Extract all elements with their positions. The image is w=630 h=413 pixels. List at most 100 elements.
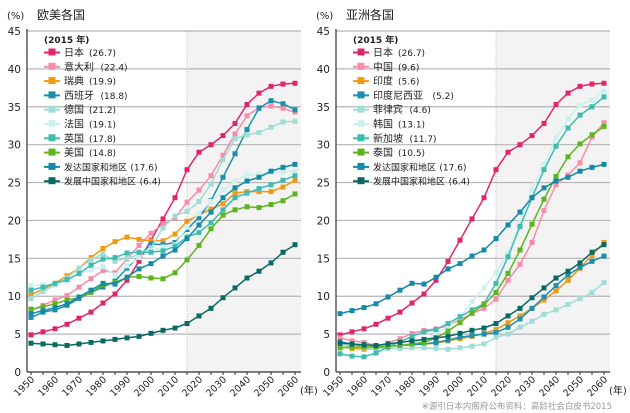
data-point [208, 142, 214, 148]
y-tick-label: 45 [317, 26, 330, 38]
x-tick-label: 2010 [465, 374, 490, 399]
data-point [196, 230, 202, 236]
data-point [589, 289, 595, 295]
data-point [457, 237, 463, 243]
data-point [256, 171, 262, 177]
data-point [148, 330, 154, 336]
legend-swatch-marker [48, 105, 56, 113]
data-point [529, 295, 535, 301]
data-point [244, 132, 250, 138]
data-point [220, 187, 226, 193]
x-tick-label: 2000 [441, 374, 466, 399]
data-point [160, 276, 166, 282]
data-point [589, 97, 595, 103]
data-point [457, 345, 463, 351]
data-point [433, 274, 439, 280]
legend-swatch-marker [48, 77, 56, 85]
legend-value: (17.6) [439, 163, 466, 173]
data-point [481, 325, 487, 331]
data-point [409, 330, 415, 336]
data-point [76, 294, 82, 300]
data-point [112, 336, 118, 342]
data-point [256, 174, 262, 180]
data-point [52, 326, 58, 332]
x-tick-label: 1970 [60, 374, 85, 399]
data-point [292, 168, 298, 174]
data-point [445, 321, 451, 327]
data-point [172, 213, 178, 219]
legend-value: (5.2) [433, 92, 454, 102]
data-point [28, 292, 34, 298]
data-point [553, 173, 559, 179]
data-point [88, 309, 94, 315]
data-point [124, 250, 130, 256]
data-point [124, 255, 130, 261]
data-point [100, 251, 106, 257]
data-point [292, 177, 298, 183]
data-point [268, 103, 274, 109]
data-point [601, 94, 607, 100]
data-point [160, 225, 166, 231]
x-tick-label: 1970 [369, 374, 394, 399]
data-point [196, 222, 202, 228]
data-point [337, 340, 343, 346]
data-point [349, 308, 355, 314]
data-point [541, 208, 547, 214]
legend: (2015 年)日本 (26.7)意大利 (22.4) 瑞典 (19.9) 西班牙 (18.… [44, 34, 161, 188]
data-point [220, 157, 226, 163]
data-point [361, 305, 367, 311]
legend-value: (9.6) [398, 63, 419, 73]
data-point [517, 261, 523, 267]
series-9 [337, 242, 607, 348]
data-point [493, 289, 499, 295]
data-point [601, 80, 607, 86]
y-tick-label: 35 [317, 102, 330, 114]
data-point [601, 88, 607, 94]
legend-swatch-marker [48, 177, 56, 185]
x-tick-label: 1990 [417, 374, 442, 399]
data-point [256, 268, 262, 274]
data-point [505, 313, 511, 319]
data-point [196, 313, 202, 319]
legend-label: 新加坡 [373, 132, 403, 145]
data-point [517, 247, 523, 253]
data-point [457, 334, 463, 340]
y-tick-label: 25 [8, 178, 21, 190]
data-point [124, 234, 130, 240]
legend-value: (6.4) [449, 178, 470, 188]
source-note: ※源引日本内阁府公布资料：高龄社会白皮书2015 [422, 401, 612, 412]
data-point [112, 258, 118, 264]
legend-label: 法国 [64, 118, 84, 131]
data-point [292, 161, 298, 167]
data-point [268, 260, 274, 266]
data-point [565, 125, 571, 131]
y-tick-label: 30 [8, 140, 21, 152]
data-point [445, 337, 451, 343]
data-point [565, 272, 571, 278]
data-point [445, 333, 451, 339]
data-point [577, 260, 583, 266]
data-point [373, 350, 379, 356]
y-tick-label: 0 [14, 367, 21, 379]
data-point [100, 267, 106, 273]
data-point [244, 190, 250, 196]
legend-label: 印度尼西亚 [373, 89, 423, 102]
data-point [529, 305, 535, 311]
data-point [280, 105, 286, 111]
data-point [220, 212, 226, 218]
data-point [373, 321, 379, 327]
data-point [397, 336, 403, 342]
data-point [457, 261, 463, 267]
data-point [565, 116, 571, 122]
data-point [244, 113, 250, 119]
legend-value: (17.8) [89, 135, 116, 145]
data-point [40, 289, 46, 295]
data-point [88, 262, 94, 268]
data-point [232, 195, 238, 201]
legend-swatch-marker [357, 134, 365, 142]
data-point [184, 257, 190, 263]
series-9 [28, 242, 298, 348]
legend-swatch-marker [357, 148, 365, 156]
legend-label: 美国 [64, 146, 84, 159]
legend-value: (4.6) [410, 106, 431, 116]
